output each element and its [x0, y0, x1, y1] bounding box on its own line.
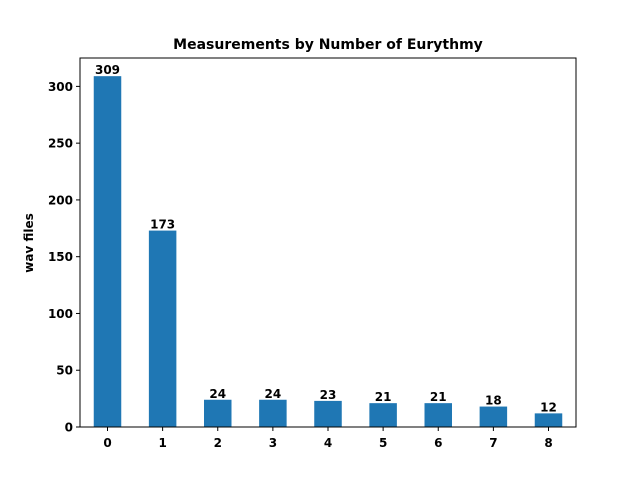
y-axis-label: wav files — [22, 213, 36, 272]
x-tick-label: 1 — [158, 436, 166, 450]
y-axis: 0 50 100 150 200 250 300 — [48, 80, 80, 435]
bar-2 — [204, 399, 232, 427]
x-tick-label: 4 — [324, 436, 332, 450]
x-tick-label: 2 — [214, 436, 222, 450]
x-tick-label: 0 — [103, 436, 111, 450]
data-label-2: 24 — [209, 387, 226, 401]
data-label-4: 23 — [320, 388, 337, 402]
data-label-1: 173 — [150, 218, 175, 232]
bar-1 — [148, 230, 177, 427]
data-label-7: 18 — [485, 394, 502, 408]
plot-frame — [79, 57, 577, 428]
bar-3 — [259, 399, 287, 427]
data-label-3: 24 — [265, 387, 282, 401]
x-tick-label: 7 — [489, 436, 497, 450]
bar-5 — [369, 403, 397, 427]
y-tick-label: 250 — [48, 137, 73, 151]
data-label-6: 21 — [430, 390, 447, 404]
bar-6 — [424, 403, 452, 427]
y-tick-label: 100 — [48, 307, 73, 321]
x-tick-label: 5 — [379, 436, 387, 450]
x-tick-label: 8 — [544, 436, 552, 450]
bar-8 — [534, 413, 563, 427]
bar-4 — [314, 400, 342, 427]
data-label-0: 309 — [95, 63, 120, 77]
y-tick-label: 150 — [48, 250, 73, 264]
bar-0 — [93, 76, 122, 428]
x-tick-label: 6 — [434, 436, 442, 450]
bars-group: 309 173 24 24 23 21 21 18 12 — [93, 63, 563, 428]
bar-7 — [479, 406, 508, 427]
data-label-5: 21 — [375, 390, 392, 404]
x-axis: 0 1 2 3 4 5 6 7 8 — [103, 427, 553, 450]
y-tick-label: 0 — [65, 421, 73, 435]
y-tick-label: 300 — [48, 80, 73, 94]
y-tick-label: 50 — [56, 364, 73, 378]
x-tick-label: 3 — [269, 436, 277, 450]
y-tick-label: 200 — [48, 193, 73, 207]
chart-title: Measurements by Number of Eurythmy — [173, 37, 483, 53]
data-label-8: 12 — [540, 400, 557, 414]
